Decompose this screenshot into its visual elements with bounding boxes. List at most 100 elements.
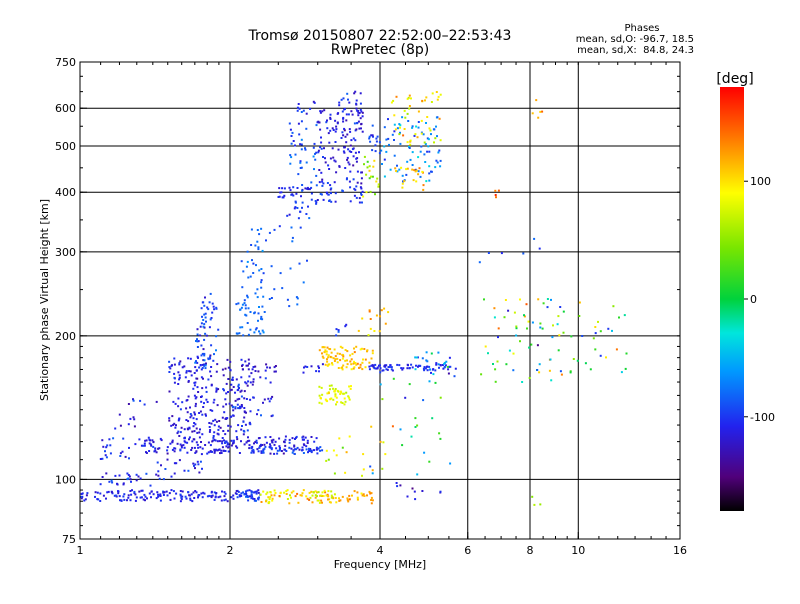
echo-point: [314, 200, 317, 202]
echo-point: [326, 192, 328, 195]
echo-point: [268, 498, 271, 501]
echo-point: [550, 298, 552, 301]
echo-point: [350, 368, 353, 371]
echo-point: [99, 500, 102, 502]
echo-point: [430, 371, 432, 374]
echo-point: [178, 378, 181, 381]
echo-point: [211, 450, 213, 453]
echo-point: [178, 459, 181, 462]
echo-point: [434, 137, 437, 140]
echo-point: [381, 369, 384, 372]
echo-point: [370, 134, 373, 137]
echo-point: [325, 353, 328, 356]
echo-point: [239, 326, 242, 329]
echo-point: [245, 490, 247, 493]
echo-point: [354, 151, 357, 154]
echo-point: [199, 364, 202, 367]
echo-point: [320, 136, 322, 139]
echo-point: [361, 115, 364, 118]
echo-point: [334, 130, 337, 133]
echo-point: [280, 450, 283, 452]
echo-point: [352, 164, 355, 167]
echo-point: [234, 492, 237, 495]
echo-point: [122, 437, 125, 440]
echo-point: [438, 149, 441, 152]
echo-point: [315, 201, 318, 204]
echo-point: [281, 287, 284, 290]
echo-point: [300, 148, 303, 151]
echo-point: [392, 99, 395, 102]
echo-point: [364, 366, 367, 369]
echo-point: [215, 390, 218, 393]
echo-point: [177, 419, 180, 422]
echo-point: [247, 499, 250, 502]
echo-point: [620, 371, 623, 374]
echo-point: [203, 359, 206, 362]
echo-point: [318, 181, 321, 184]
echo-point: [247, 307, 250, 310]
echo-point: [260, 279, 263, 282]
echo-point: [334, 200, 337, 203]
echo-point: [326, 360, 329, 363]
echo-point: [230, 439, 233, 442]
echo-point: [296, 297, 299, 300]
echo-point: [341, 446, 344, 449]
echo-point: [366, 160, 369, 163]
echo-point: [562, 331, 565, 334]
echo-point: [220, 499, 223, 502]
echo-point: [487, 252, 490, 254]
echo-point: [341, 357, 344, 360]
echo-point: [149, 484, 152, 487]
echo-point: [269, 443, 271, 446]
echo-point: [253, 499, 256, 502]
echo-point: [168, 417, 171, 420]
echo-point: [188, 438, 190, 441]
echo-point: [346, 350, 349, 353]
echo-point: [154, 447, 157, 450]
echo-point: [187, 395, 190, 398]
echo-point: [337, 390, 340, 393]
echo-point: [185, 370, 188, 373]
echo-point: [328, 200, 331, 202]
echo-point: [306, 259, 308, 262]
echo-point: [416, 424, 419, 427]
echo-point: [383, 158, 386, 161]
echo-point: [344, 400, 347, 403]
echo-point: [349, 354, 352, 357]
echo-point: [335, 396, 338, 399]
echo-point: [403, 180, 406, 183]
echo-point: [195, 491, 198, 494]
echo-point: [197, 356, 199, 359]
echo-point: [500, 252, 503, 255]
echo-point: [350, 139, 353, 142]
echo-point: [425, 359, 428, 362]
echo-point: [252, 262, 255, 265]
echo-point: [151, 439, 154, 442]
echo-point: [356, 170, 359, 173]
echo-point: [519, 340, 521, 343]
echo-point: [319, 111, 322, 114]
echo-point: [398, 168, 401, 171]
echo-point: [206, 401, 209, 403]
echo-point: [327, 498, 329, 501]
echo-point: [448, 356, 451, 359]
echo-point: [371, 175, 374, 178]
echo-point: [341, 366, 344, 369]
echo-point: [222, 449, 225, 452]
echo-point: [240, 494, 243, 497]
echo-point: [327, 392, 330, 395]
echo-point: [344, 325, 347, 328]
echo-point: [439, 159, 442, 162]
echo-point: [315, 202, 318, 205]
echo-point: [224, 441, 227, 444]
echo-point: [263, 398, 266, 401]
echo-point: [178, 363, 181, 366]
echo-point: [198, 436, 201, 439]
echo-point: [299, 167, 302, 169]
echo-point: [240, 404, 243, 406]
echo-point: [366, 494, 368, 497]
echo-point: [119, 424, 122, 427]
echo-point: [187, 469, 190, 472]
echo-point: [179, 431, 182, 434]
echo-point: [256, 240, 259, 243]
